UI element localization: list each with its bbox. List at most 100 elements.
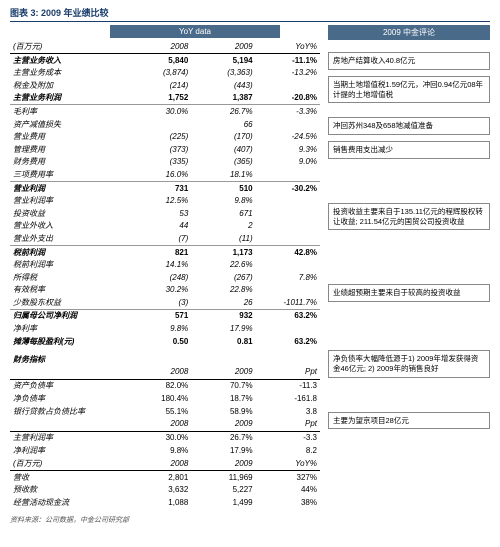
table-row: 净利率9.8%17.9% (10, 323, 320, 336)
table-row: 管理费用(373)(407)9.3% (10, 143, 320, 156)
row-label: 摊薄每股盈利(元) (10, 335, 127, 348)
table-row: 营业费用(225)(170)-24.5% (10, 131, 320, 144)
table-row: 毛利率30.0%26.7%-3.3% (10, 105, 320, 118)
row-label: 营收 (10, 471, 127, 484)
cell-2009: 22.6% (191, 259, 255, 272)
row-label: 净负债率 (10, 393, 127, 406)
cell-2009: 22.8% (191, 284, 255, 297)
cell-2009: 18.1% (191, 168, 255, 181)
cell-2009: 1,499 (191, 496, 255, 509)
cell-yoy: 7.8% (256, 271, 320, 284)
cell-yoy (256, 220, 320, 233)
cell-yoy: 63.2% (256, 335, 320, 348)
comment-3: 冲回苏州348及658地减值准备 (328, 117, 490, 135)
table-row: 营业外收入442 (10, 220, 320, 233)
table-row: 投资收益53671 (10, 207, 320, 220)
cell-2009: 1,387 (191, 92, 255, 105)
data-column: YoY data (百万元) 2008 2009 YoY% 主营业务收入5,84… (10, 25, 320, 509)
cell-2008: 30.0% (127, 431, 191, 444)
cell-yoy: -3.3 (256, 431, 320, 444)
cell-2009: (170) (191, 131, 255, 144)
table-row: 主营利润率30.0%26.7%-3.3 (10, 431, 320, 444)
comment-4: 销售费用支出减少 (328, 141, 490, 159)
table-row: 银行贷款占负债比率55.1%58.9%3.8 (10, 405, 320, 418)
cell-yoy: -20.8% (256, 92, 320, 105)
row-label: 主营利润率 (10, 431, 127, 444)
col-yoy: YoY% (256, 40, 320, 54)
table-row: 归属母公司净利润57193263.2% (10, 309, 320, 322)
cell-yoy (256, 195, 320, 208)
cell-2008 (127, 118, 191, 131)
cell-2009: 70.7% (191, 379, 255, 392)
row-label: 税前利润 (10, 246, 127, 259)
row-label: 财务费用 (10, 156, 127, 169)
cell-yoy (256, 284, 320, 297)
table-row: 少数股东权益(3)26-1011.7% (10, 296, 320, 309)
cell-2009: (3,363) (191, 67, 255, 80)
cell-2009: 510 (191, 182, 255, 195)
cell-2008: 9.8% (127, 444, 191, 457)
table-row: 净负债率180.4%18.7%-161.8 (10, 393, 320, 406)
cell-2009: 26.7% (191, 105, 255, 118)
cell-2009: 0.81 (191, 335, 255, 348)
cell-2008: 180.4% (127, 393, 191, 406)
row-label: 主营业务收入 (10, 54, 127, 67)
row-label: 税前利润率 (10, 259, 127, 272)
cell-yoy: 3.8 (256, 405, 320, 418)
chart-title: 图表 3: 2009 年业绩比较 (10, 6, 490, 22)
comment-header: 2009 中金评论 (328, 25, 490, 40)
comment-6: 业绩超预期主要来自于较高的投资收益 (328, 284, 490, 302)
cell-2008: (3) (127, 296, 191, 309)
table-row: 主营业务成本(3,874)(3,363)-13.2% (10, 67, 320, 80)
footnote: 资料来源：公司数据，中金公司研究部 (10, 515, 490, 525)
table-row: 经营活动现金流1,0881,49938% (10, 496, 320, 509)
cell-2008: 14.1% (127, 259, 191, 272)
table-row: 营业外支出(7)(11) (10, 232, 320, 245)
cell-2008: (7) (127, 232, 191, 245)
table-row: 资产负债率82.0%70.7%-11.3 (10, 379, 320, 392)
cell-yoy: -11.3 (256, 379, 320, 392)
cell-2008: 5,840 (127, 54, 191, 67)
cell-yoy: 9.3% (256, 143, 320, 156)
cell-2009: 18.7% (191, 393, 255, 406)
row-label: 营业利润率 (10, 195, 127, 208)
cell-2008: (214) (127, 79, 191, 92)
cell-2009: 5,194 (191, 54, 255, 67)
cell-2008: (225) (127, 131, 191, 144)
cell-2008: 44 (127, 220, 191, 233)
cell-2008: 16.0% (127, 168, 191, 181)
table-row: 有效税率30.2%22.8% (10, 284, 320, 297)
table-row: 税金及附加(214)(443) (10, 79, 320, 92)
row-label: 主营业务利润 (10, 92, 127, 105)
row-label: 税金及附加 (10, 79, 127, 92)
cell-2009: (443) (191, 79, 255, 92)
cell-yoy (256, 232, 320, 245)
cell-2009: (407) (191, 143, 255, 156)
cell-2009: 2 (191, 220, 255, 233)
cell-2008: 9.8% (127, 323, 191, 336)
cell-yoy: 63.2% (256, 309, 320, 322)
table-row: 三项费用率16.0%18.1% (10, 168, 320, 181)
cell-2008: 30.0% (127, 105, 191, 118)
row-label: 三项费用率 (10, 168, 127, 181)
row-label: 净利润率 (10, 444, 127, 457)
cell-2009: 671 (191, 207, 255, 220)
cell-2008: 30.2% (127, 284, 191, 297)
comment-2: 当期土地增值税1.59亿元，冲回0.94亿元08年计提的土地增值税 (328, 76, 490, 104)
col-2008: 2008 (127, 40, 191, 54)
cell-yoy: -13.2% (256, 67, 320, 80)
yoy-header: YoY data (110, 25, 280, 38)
comment-1: 房地产结算收入40.8亿元 (328, 52, 490, 70)
comment-8: 主要为望京项目28亿元 (328, 412, 490, 430)
cell-yoy: 42.8% (256, 246, 320, 259)
row-label: 营业费用 (10, 131, 127, 144)
cell-2008: (248) (127, 271, 191, 284)
cell-2008: 12.5% (127, 195, 191, 208)
row-label: 营业外收入 (10, 220, 127, 233)
row-label: 毛利率 (10, 105, 127, 118)
table-row: 营业利润731510-30.2% (10, 182, 320, 195)
cell-2009: 11,969 (191, 471, 255, 484)
cell-yoy (256, 207, 320, 220)
cell-2009: 17.9% (191, 323, 255, 336)
cell-2008: (3,874) (127, 67, 191, 80)
